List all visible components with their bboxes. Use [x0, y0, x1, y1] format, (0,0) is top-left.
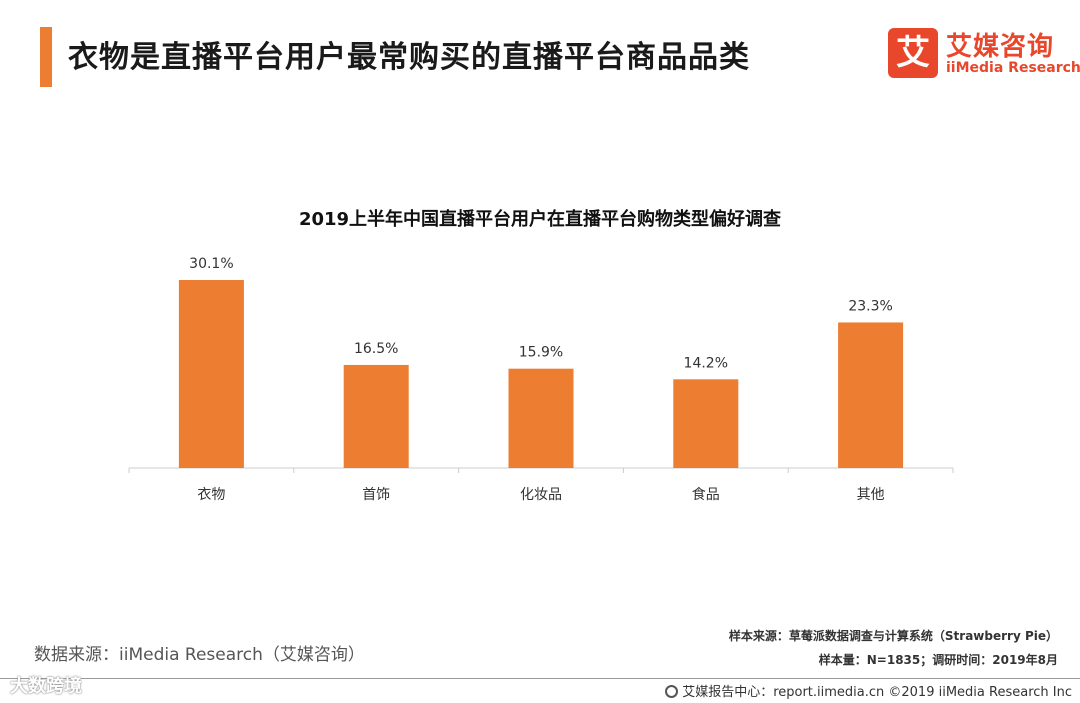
bar-2 — [343, 364, 409, 468]
category-label: 首饰 — [362, 487, 390, 503]
logo-mark: 艾 — [888, 28, 938, 78]
category-label: 化妆品 — [520, 487, 562, 503]
sample-source: 样本来源：草莓派数据调查与计算系统（Strawberry Pie） — [728, 629, 1058, 643]
data-label: 16.5% — [354, 341, 398, 357]
title-accent-bar — [40, 27, 52, 87]
footer-divider — [0, 678, 1080, 679]
iimedia-logo: 艾 艾媒咨询 iiMedia Research — [888, 28, 1080, 82]
watermark: 大数跨境 — [10, 676, 82, 697]
page-title: 衣物是直播平台用户最常购买的直播平台商品品类 — [68, 40, 750, 75]
category-label: 食品 — [692, 486, 720, 503]
chart-title: 2019上半年中国直播平台用户在直播平台购物类型偏好调查 — [298, 209, 782, 230]
bar-4 — [673, 379, 739, 468]
bar-3 — [508, 368, 574, 468]
footer: 艾媒报告中心：report.iimedia.cn ©2019 iiMedia R… — [665, 681, 1072, 700]
category-label: 其他 — [857, 487, 885, 503]
logo-name-en: iiMedia Research — [946, 60, 1080, 76]
data-source: 数据来源：iiMedia Research（艾媒咨询） — [34, 645, 365, 665]
footer-text: 艾媒报告中心：report.iimedia.cn ©2019 iiMedia R… — [682, 685, 1072, 700]
logo-name-cn: 艾媒咨询 — [946, 32, 1055, 62]
data-label: 14.2% — [684, 355, 728, 371]
data-label: 30.1% — [189, 256, 233, 272]
category-label: 衣物 — [197, 487, 225, 503]
sample-size: 样本量：N=1835；调研时间：2019年8月 — [818, 653, 1058, 667]
bar-5 — [838, 322, 904, 468]
bar-chart: 30.1% 衣物 16.5% 首饰 15.9% 化妆品 14.2% 食品 23.3% 其他 — [128, 256, 954, 503]
data-label: 15.9% — [519, 345, 563, 361]
report-center-icon — [665, 685, 679, 698]
bar-1 — [178, 280, 244, 468]
data-label: 23.3% — [848, 298, 892, 314]
